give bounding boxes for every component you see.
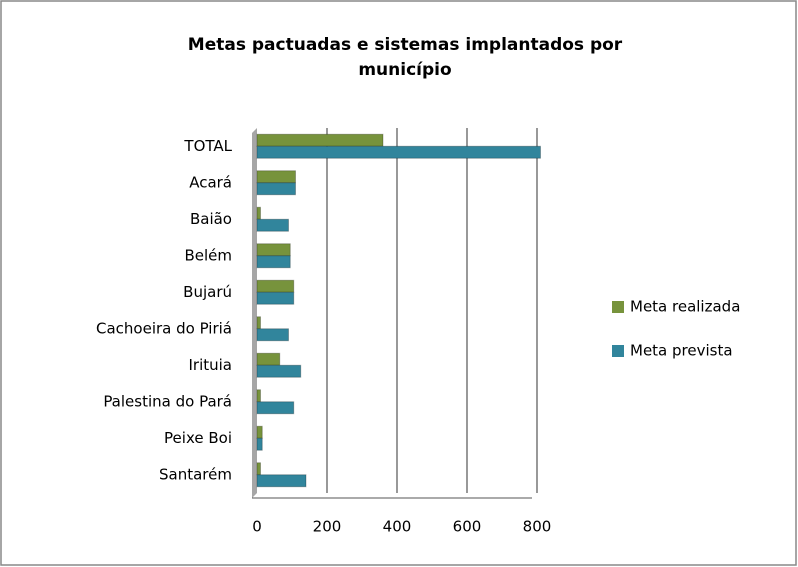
axis-wall — [252, 128, 257, 498]
bar — [256, 145, 541, 159]
bar — [256, 206, 261, 220]
bar — [256, 255, 291, 269]
bar — [256, 218, 289, 232]
bar — [256, 170, 296, 184]
y-tick-label: TOTAL — [183, 137, 232, 155]
y-tick-label: Baião — [190, 210, 232, 228]
legend-swatch — [612, 345, 624, 357]
x-tick-label: 400 — [383, 518, 412, 536]
bar — [256, 182, 296, 196]
y-tick-label: Acará — [189, 173, 232, 191]
bar — [256, 437, 263, 451]
bar — [256, 133, 384, 147]
bar — [256, 401, 295, 415]
y-tick-label: Peixe Boi — [164, 429, 232, 447]
bar — [256, 364, 302, 378]
bar — [256, 291, 295, 305]
bar — [256, 389, 261, 403]
bar — [256, 352, 281, 366]
y-tick-label: Irituia — [188, 356, 232, 374]
y-tick-label: Cachoeira do Piriá — [96, 319, 232, 337]
bar — [256, 279, 295, 293]
bar — [256, 316, 261, 330]
y-tick-label: Bujarú — [183, 283, 232, 301]
legend-label: Meta realizada — [630, 298, 740, 316]
x-tick-label: 200 — [313, 518, 342, 536]
bar — [256, 425, 263, 439]
bar — [256, 328, 289, 342]
y-tick-label: Santarém — [159, 465, 232, 483]
y-tick-label: Palestina do Pará — [103, 392, 232, 410]
legend-swatch — [612, 301, 624, 313]
chart-title: Metas pactuadas e sistemas implantados p… — [188, 35, 623, 55]
bar — [256, 462, 261, 476]
x-tick-label: 0 — [252, 518, 262, 536]
x-tick-label: 600 — [453, 518, 482, 536]
chart-title: município — [358, 60, 451, 80]
x-tick-label: 800 — [523, 518, 552, 536]
bar — [256, 474, 307, 488]
y-tick-label: Belém — [184, 246, 232, 264]
bar — [256, 243, 291, 257]
legend-label: Meta prevista — [630, 342, 733, 360]
